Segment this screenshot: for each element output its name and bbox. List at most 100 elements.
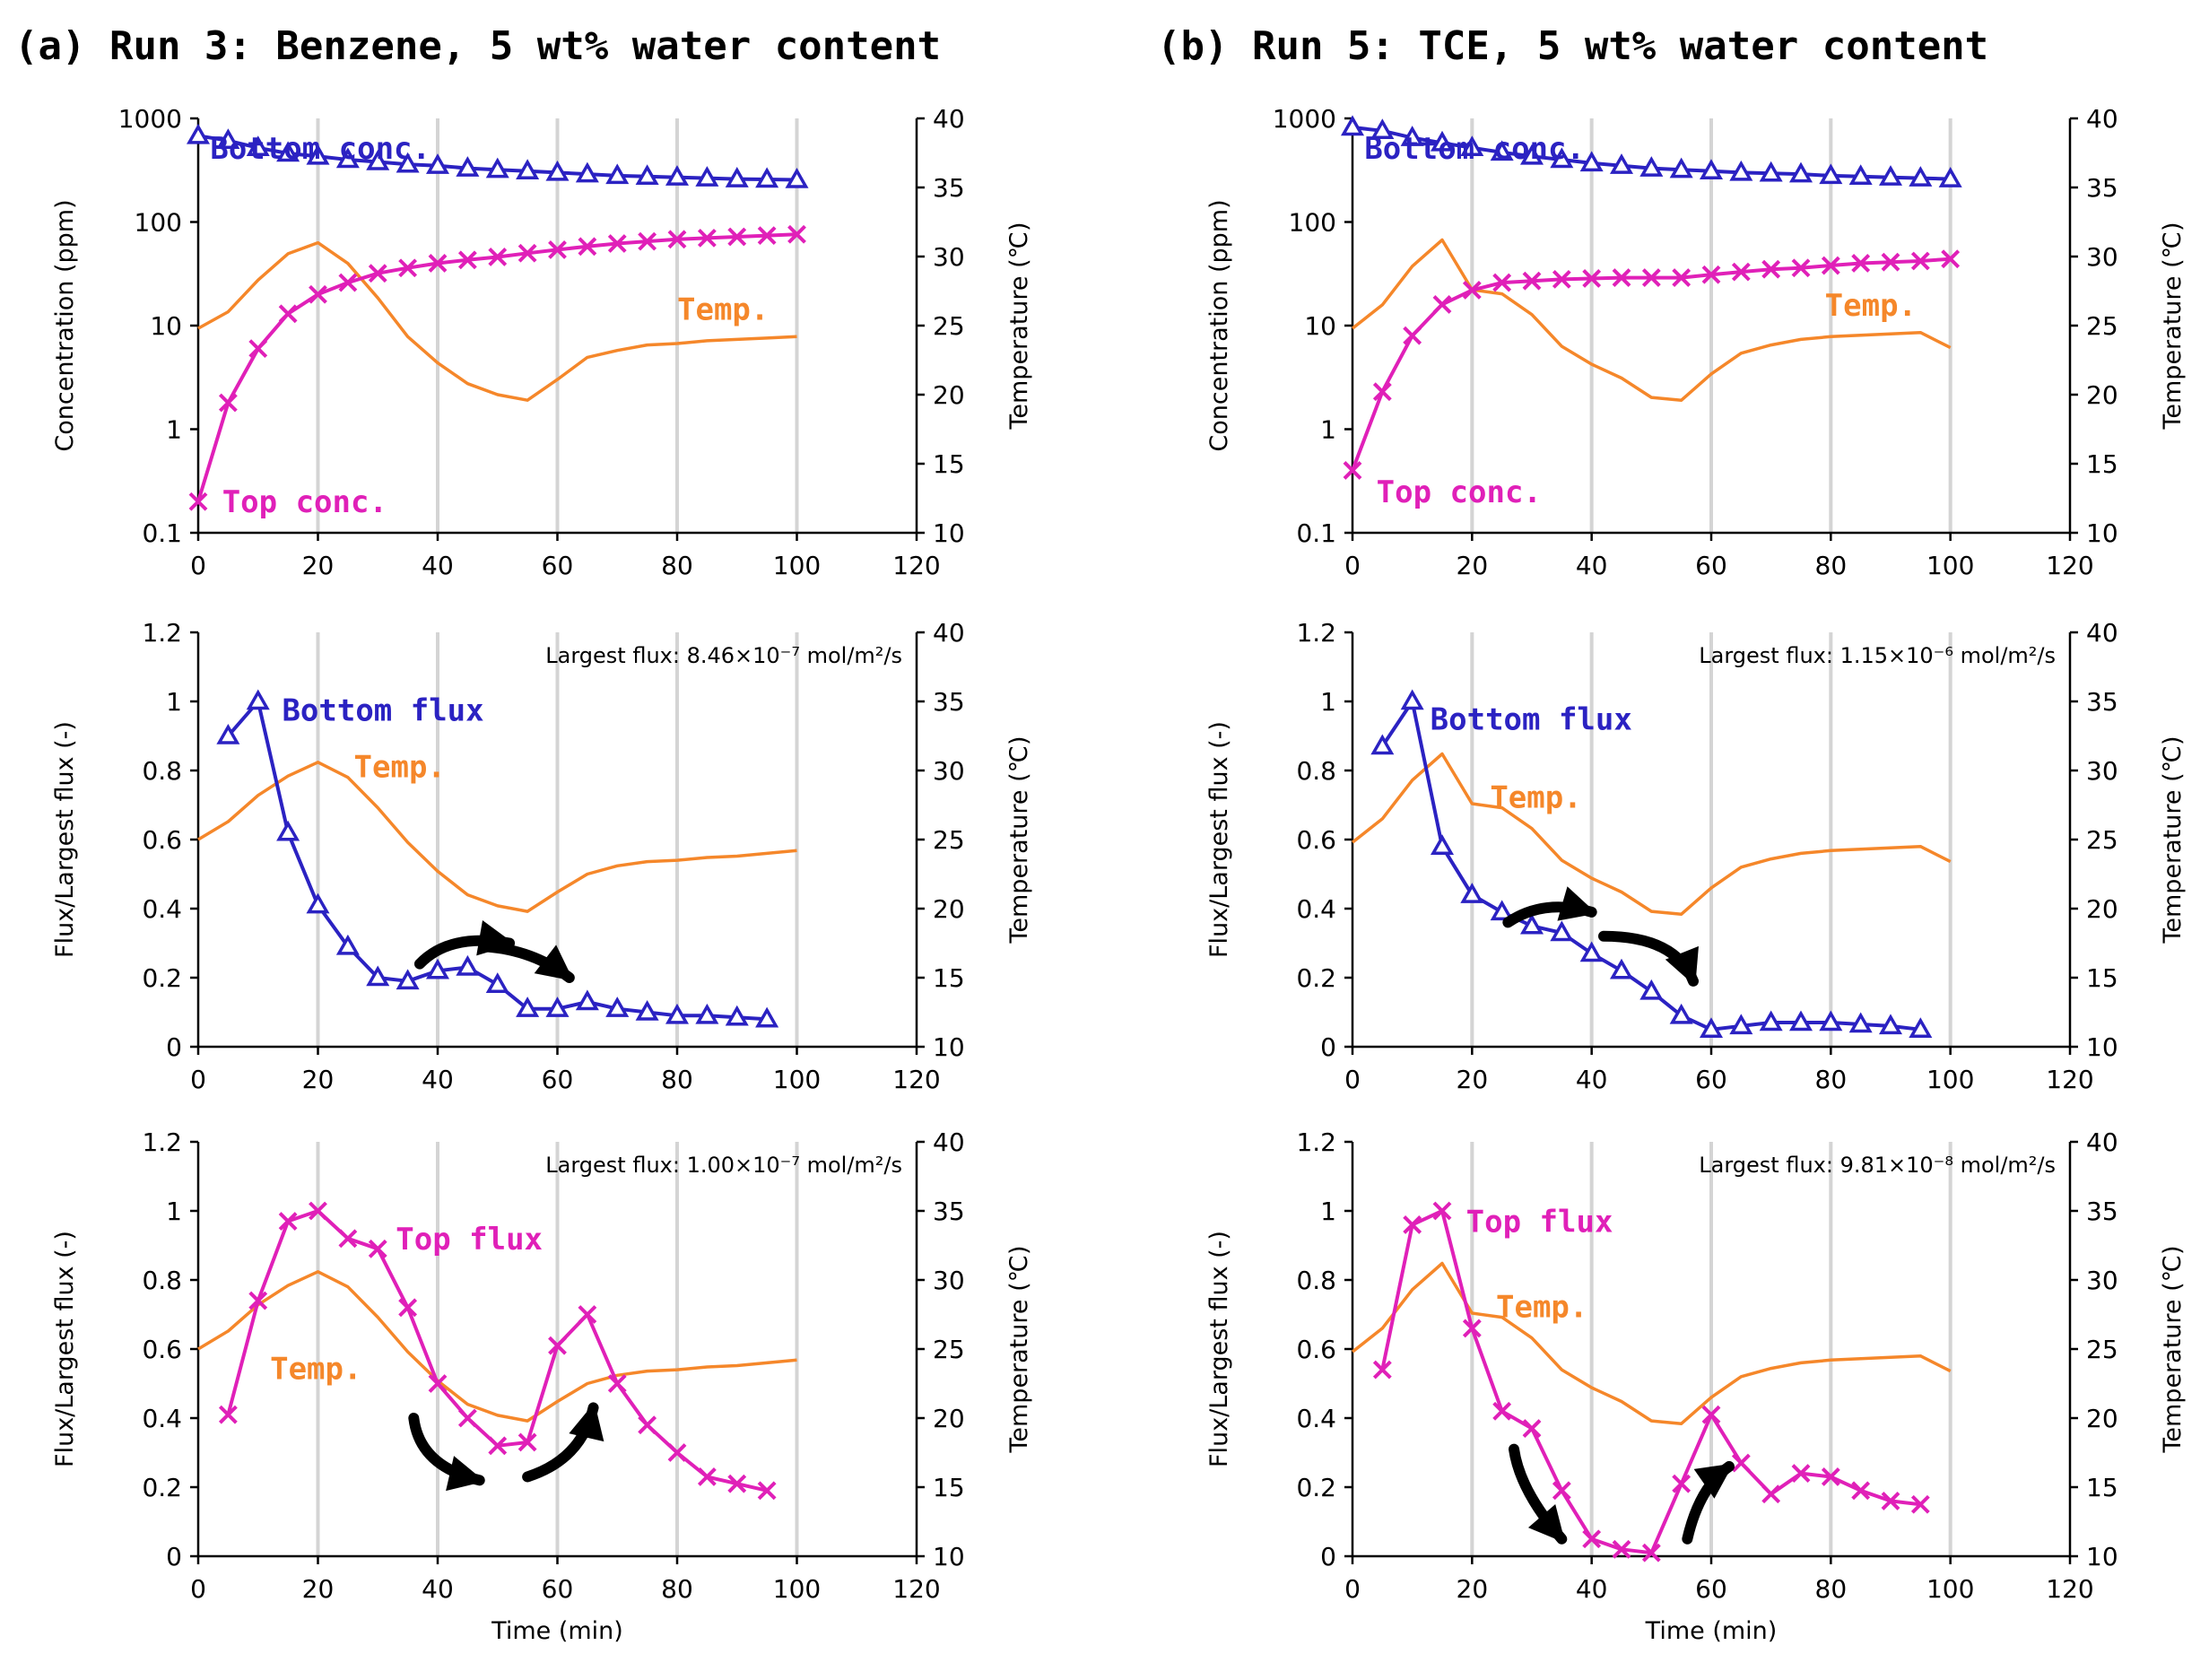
data-point-x: [1672, 1474, 1692, 1493]
y-tick-label: 0.6: [142, 825, 182, 855]
data-point-x: [1881, 252, 1900, 272]
y2-tick-label: 35: [933, 1197, 965, 1226]
data-point-x: [309, 284, 327, 304]
data-point-triangle: [1819, 163, 1843, 185]
y2-tick-label: 40: [2086, 618, 2118, 648]
data-point-x: [1672, 268, 1692, 288]
data-point-triangle: [1669, 157, 1693, 178]
series-line-temp: [197, 761, 797, 913]
data-point-triangle: [1519, 144, 1544, 165]
data-point-x: [1403, 326, 1422, 345]
series-line-top: [196, 232, 797, 502]
data-point-triangle: [1639, 156, 1664, 177]
y2-tick-label: 35: [933, 687, 965, 717]
data-point-x: [457, 1408, 477, 1428]
data-point-triangle: [516, 997, 540, 1017]
data-point-x: [697, 228, 717, 248]
data-point-triangle: [1669, 1003, 1693, 1024]
x-tick-label: 40: [1576, 551, 1608, 580]
x-tick-label: 120: [892, 1574, 940, 1604]
y2-tick-label: 10: [933, 518, 965, 548]
y-tick-label: 0.4: [1296, 1404, 1336, 1433]
data-point-x: [638, 231, 657, 251]
data-point-x: [188, 492, 208, 511]
data-point-triangle: [1460, 135, 1484, 157]
data-point-x: [368, 264, 387, 283]
y2-tick-label: 30: [933, 1266, 965, 1295]
data-point-x: [1641, 1543, 1661, 1562]
series-label-bottom: Bottom conc.: [210, 131, 430, 167]
y2-axis-label: Temperature (℃): [1005, 1245, 1033, 1453]
data-point-x: [368, 1239, 387, 1258]
data-point-x: [398, 258, 418, 278]
y-axis-label: Flux/Largest flux (-): [51, 1231, 79, 1467]
largest-flux-note: Largest flux: 1.15×10⁻⁶ mol/m²/s: [1699, 643, 2056, 668]
trend-arrow-head: [446, 1456, 485, 1492]
x-tick-label: 60: [1695, 1065, 1727, 1094]
x-tick-label: 0: [1344, 551, 1361, 580]
y-tick-label: 0.6: [142, 1335, 182, 1364]
data-point-x: [1761, 259, 1781, 279]
y2-tick-label: 10: [933, 1032, 965, 1062]
data-point-x: [1910, 251, 1930, 271]
y-tick-label: 1: [1320, 1197, 1336, 1226]
largest-flux-note: Largest flux: 9.81×10⁻⁸ mol/m²/s: [1699, 1153, 2056, 1178]
y-tick-label: 0.8: [1296, 756, 1336, 786]
series-line-temp: [197, 240, 797, 402]
y-tick-label: 1.2: [1296, 1127, 1336, 1157]
data-point-x: [757, 1481, 777, 1501]
y2-tick-label: 25: [2086, 1335, 2118, 1364]
data-point-triangle: [1848, 164, 1873, 186]
data-point-triangle: [1729, 160, 1753, 181]
data-point-x: [338, 273, 358, 292]
y2-tick-label: 30: [2086, 1266, 2118, 1295]
y-axis-label: Flux/Largest flux (-): [51, 721, 79, 958]
data-point-x: [398, 1298, 418, 1318]
y-tick-label: 0.8: [142, 1266, 182, 1295]
data-point-triangle: [516, 159, 540, 179]
data-point-triangle: [366, 150, 390, 170]
data-point-x: [727, 1474, 747, 1493]
x-tick-label: 120: [892, 551, 940, 580]
y-axis-label: Concentration (ppm): [51, 199, 79, 451]
y-tick-label: 0: [166, 1542, 182, 1571]
data-point-triangle: [246, 135, 270, 157]
y2-tick-label: 20: [933, 1404, 965, 1433]
data-point-triangle: [1490, 140, 1514, 161]
data-point-x: [667, 230, 687, 249]
data-point-triangle: [1788, 1010, 1813, 1032]
x-tick-label: 0: [1344, 1065, 1361, 1094]
y2-tick-label: 25: [933, 311, 965, 341]
x-tick-label: 120: [2046, 1574, 2093, 1604]
series-label-temp: Temp.: [270, 1352, 361, 1388]
y-tick-label: 0.1: [1296, 518, 1336, 548]
data-point-x: [309, 1201, 327, 1221]
y2-tick-label: 35: [2086, 687, 2118, 717]
data-point-x: [1492, 1401, 1512, 1421]
data-point-x: [1701, 265, 1721, 284]
series-line-temp: [1351, 1261, 1952, 1425]
x-tick-label: 60: [542, 551, 574, 580]
y2-tick-label: 30: [933, 756, 965, 786]
series-label-top: Top conc.: [1377, 474, 1542, 510]
data-point-x: [428, 1374, 448, 1393]
data-point-x: [1791, 258, 1811, 278]
data-point-x: [1372, 382, 1392, 402]
data-point-x: [727, 227, 747, 247]
data-point-triangle: [306, 892, 330, 914]
x-tick-label: 120: [892, 1065, 940, 1094]
data-point-x: [1552, 1481, 1571, 1501]
data-point-triangle: [725, 1005, 749, 1026]
x-tick-label: 60: [1695, 551, 1727, 580]
data-point-x: [1731, 1453, 1751, 1473]
data-point-triangle: [1759, 161, 1783, 182]
x-tick-label: 0: [190, 551, 206, 580]
y-tick-label: 100: [135, 208, 182, 238]
data-point-x: [1552, 269, 1571, 289]
y2-tick-label: 10: [2086, 1542, 2118, 1571]
data-point-x: [578, 1305, 597, 1324]
data-point-triangle: [1878, 1014, 1903, 1035]
series-line-top: [1380, 1209, 1921, 1555]
x-tick-label: 100: [773, 1574, 821, 1604]
x-tick-label: 80: [661, 551, 693, 580]
